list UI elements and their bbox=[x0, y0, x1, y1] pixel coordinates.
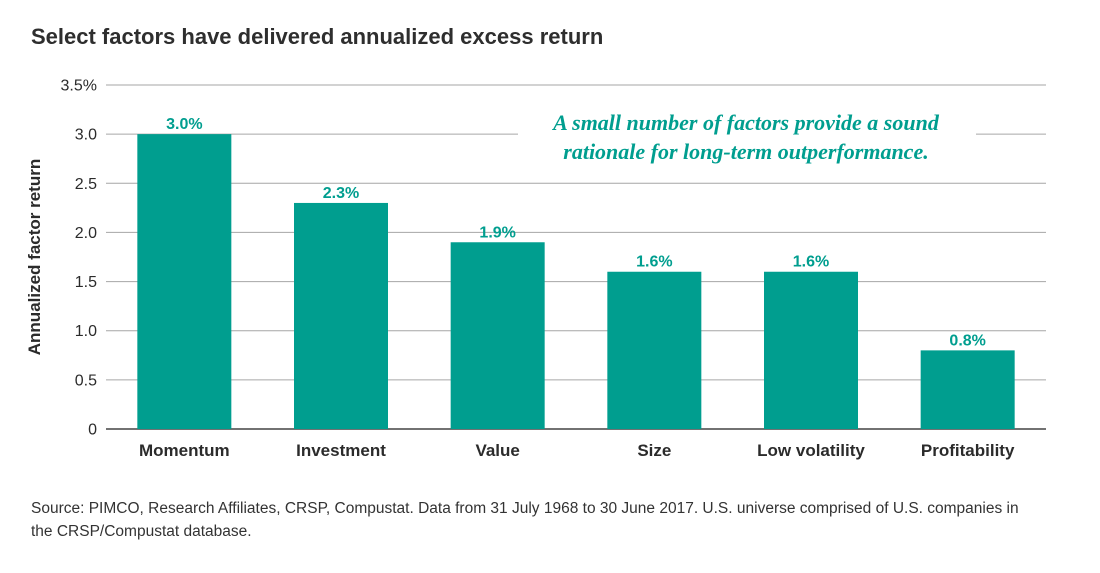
x-category-label: Investment bbox=[296, 441, 386, 460]
bar-value-label: 1.6% bbox=[793, 254, 829, 271]
x-category-label: Momentum bbox=[139, 441, 230, 460]
annotation-line-2: rationale for long-term outperformance. bbox=[563, 139, 928, 164]
y-tick-label: 1.0 bbox=[75, 323, 97, 340]
bar-value-label: 3.0% bbox=[166, 116, 202, 133]
x-category-label: Low volatility bbox=[757, 441, 865, 460]
x-axis-categories: Momentum Investment Value Size Low volatilit… bbox=[139, 441, 1015, 460]
bar bbox=[294, 202, 388, 429]
x-category-label: Value bbox=[475, 441, 519, 460]
source-note: Source: PIMCO, Research Affiliates, CRSP… bbox=[31, 500, 1019, 540]
bar bbox=[137, 134, 232, 429]
y-axis-title: Annualized factor return bbox=[25, 159, 44, 355]
y-tick-label: 1.5 bbox=[75, 274, 97, 291]
y-tick-label: 0 bbox=[88, 422, 97, 439]
y-tick-label: 2.5 bbox=[75, 176, 97, 193]
x-category-label: Profitability bbox=[921, 441, 1015, 460]
bar-value-label: 1.9% bbox=[479, 224, 515, 241]
bar-value-label: 1.6% bbox=[636, 254, 672, 271]
bar bbox=[920, 350, 1015, 429]
bar bbox=[607, 271, 702, 429]
chart-title: Select factors have delivered annualized… bbox=[31, 24, 604, 49]
y-tick-label: 0.5 bbox=[75, 372, 97, 389]
bar bbox=[764, 271, 858, 429]
bar-value-label: 2.3% bbox=[323, 185, 359, 202]
x-category-label: Size bbox=[637, 441, 671, 460]
y-axis-ticks: 0 0.5 1.0 1.5 2.0 2.5 3.0 3.5% bbox=[61, 78, 98, 439]
y-tick-label: 3.0 bbox=[75, 127, 97, 144]
y-tick-label: 3.5% bbox=[61, 78, 97, 95]
annotation-line-1: A small number of factors provide a soun… bbox=[551, 110, 940, 135]
bar bbox=[450, 242, 545, 429]
bar-value-label: 0.8% bbox=[949, 332, 985, 349]
annotation-background bbox=[518, 108, 976, 170]
bars: 3.0% 2.3% 1.9% 1.6% 1.6% 0.8% bbox=[137, 116, 1015, 429]
y-tick-label: 2.0 bbox=[75, 225, 97, 242]
bar-chart: 0 0.5 1.0 1.5 2.0 2.5 3.0 3.5% 3.0% 2.3% 1.9% 1.6%… bbox=[25, 78, 1046, 460]
